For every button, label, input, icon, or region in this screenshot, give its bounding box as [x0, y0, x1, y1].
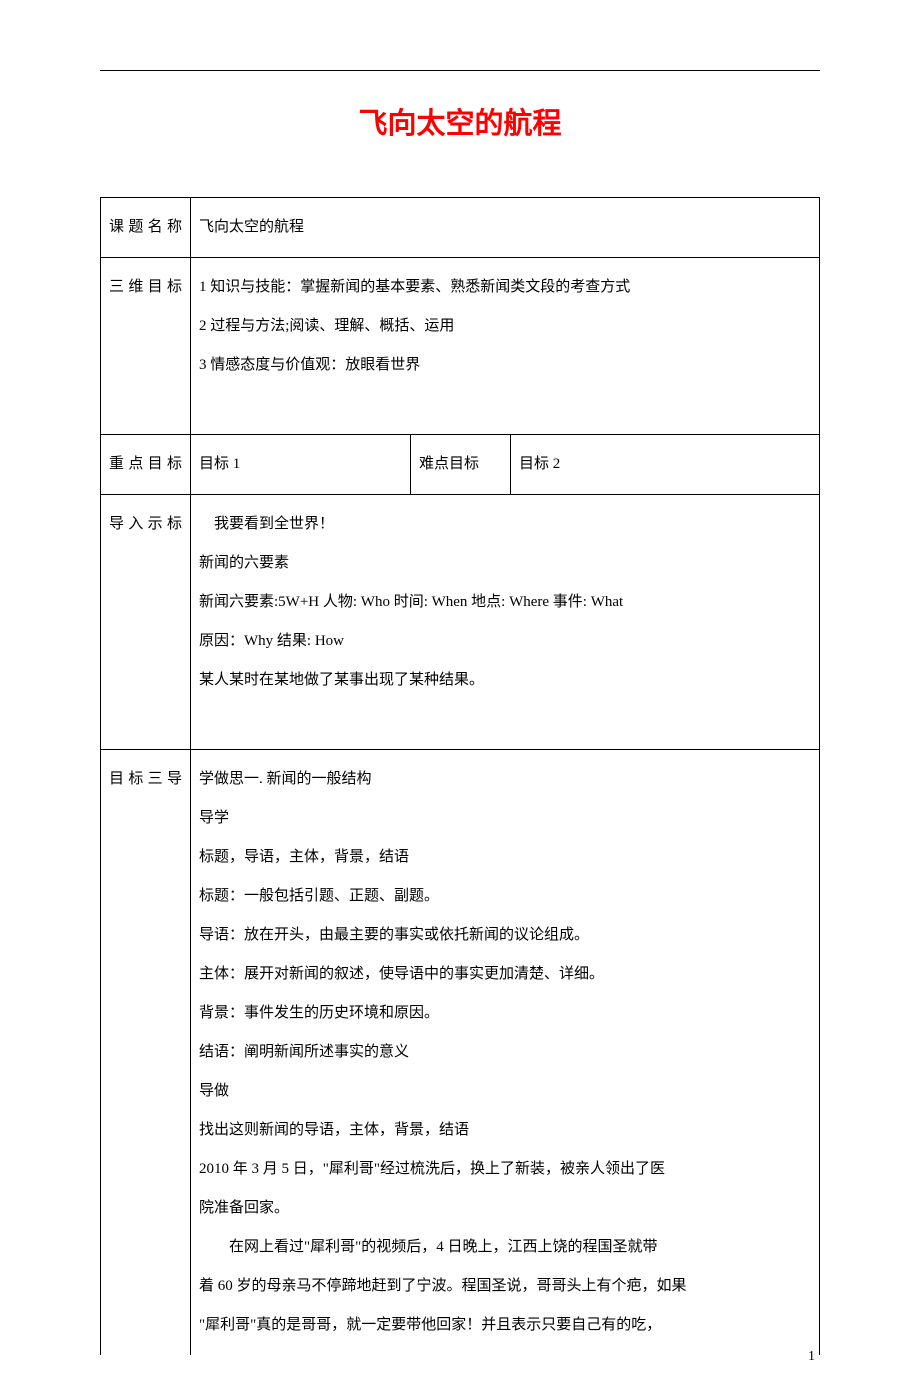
- intro-line: 新闻六要素:5W+H 人物: Who 时间: When 地点: Where 事件…: [199, 583, 811, 622]
- row-value-objectives: 1 知识与技能：掌握新闻的基本要素、熟悉新闻类文段的考查方式 2 过程与方法;阅…: [191, 258, 820, 435]
- lesson-plan-table: 课题名称 飞向太空的航程 三维目标 1 知识与技能：掌握新闻的基本要素、熟悉新闻…: [100, 197, 820, 1355]
- document-title: 飞向太空的航程: [100, 100, 820, 142]
- guide-line: 主体：展开对新闻的叙述，使导语中的事实更加清楚、详细。: [199, 955, 811, 994]
- guide-line: 导语：放在开头，由最主要的事实或依托新闻的议论组成。: [199, 916, 811, 955]
- guide-line: 结语：阐明新闻所述事实的意义: [199, 1033, 811, 1072]
- objective-line: 3 情感态度与价值观：放眼看世界: [199, 346, 811, 385]
- header-rule: [100, 70, 820, 71]
- guide-line: 导做: [199, 1072, 811, 1111]
- objective-blank: [199, 385, 811, 424]
- guide-line: 在网上看过"犀利哥"的视频后，4 日晚上，江西上饶的程国圣就带: [199, 1228, 811, 1267]
- row-value-key: 目标 1: [191, 435, 411, 495]
- guide-line: 导学: [199, 799, 811, 838]
- row-label-topic: 课题名称: [101, 198, 191, 258]
- guide-line: 着 60 岁的母亲马不停蹄地赶到了宁波。程国圣说，哥哥头上有个疤，如果: [199, 1267, 811, 1306]
- intro-line: 某人某时在某地做了某事出现了某种结果。: [199, 661, 811, 700]
- intro-blank: [199, 700, 811, 739]
- guide-line: 标题，导语，主体，背景，结语: [199, 838, 811, 877]
- row-label-key: 重点目标: [101, 435, 191, 495]
- guide-line: 院准备回家。: [199, 1189, 811, 1228]
- guide-line: 标题：一般包括引题、正题、副题。: [199, 877, 811, 916]
- row-label-guide: 目标三导: [101, 750, 191, 1356]
- table-row: 目标三导 学做思一. 新闻的一般结构 导学 标题，导语，主体，背景，结语 标题：…: [101, 750, 820, 1356]
- guide-line: "犀利哥"真的是哥哥，就一定要带他回家！并且表示只要自己有的吃，: [199, 1306, 811, 1345]
- objective-line: 1 知识与技能：掌握新闻的基本要素、熟悉新闻类文段的考查方式: [199, 268, 811, 307]
- table-row: 课题名称 飞向太空的航程: [101, 198, 820, 258]
- intro-line: 我要看到全世界！: [199, 505, 811, 544]
- intro-line: 原因：Why 结果: How: [199, 622, 811, 661]
- row-value-topic: 飞向太空的航程: [191, 198, 820, 258]
- intro-line: 新闻的六要素: [199, 544, 811, 583]
- row-value-difficult: 目标 2: [511, 435, 820, 495]
- row-label-difficult: 难点目标: [411, 435, 511, 495]
- page-number: 1: [808, 1349, 815, 1365]
- guide-line: 2010 年 3 月 5 日，"犀利哥"经过梳洗后，换上了新装，被亲人领出了医: [199, 1150, 811, 1189]
- table-row: 三维目标 1 知识与技能：掌握新闻的基本要素、熟悉新闻类文段的考查方式 2 过程…: [101, 258, 820, 435]
- table-row: 重点目标 目标 1 难点目标 目标 2: [101, 435, 820, 495]
- guide-line: 找出这则新闻的导语，主体，背景，结语: [199, 1111, 811, 1150]
- row-label-intro: 导入示标: [101, 495, 191, 750]
- table-row: 导入示标 我要看到全世界！ 新闻的六要素 新闻六要素:5W+H 人物: Who …: [101, 495, 820, 750]
- row-value-guide: 学做思一. 新闻的一般结构 导学 标题，导语，主体，背景，结语 标题：一般包括引…: [191, 750, 820, 1356]
- guide-line: 背景：事件发生的历史环境和原因。: [199, 994, 811, 1033]
- row-value-intro: 我要看到全世界！ 新闻的六要素 新闻六要素:5W+H 人物: Who 时间: W…: [191, 495, 820, 750]
- guide-line: 学做思一. 新闻的一般结构: [199, 760, 811, 799]
- row-label-objectives: 三维目标: [101, 258, 191, 435]
- objective-line: 2 过程与方法;阅读、理解、概括、运用: [199, 307, 811, 346]
